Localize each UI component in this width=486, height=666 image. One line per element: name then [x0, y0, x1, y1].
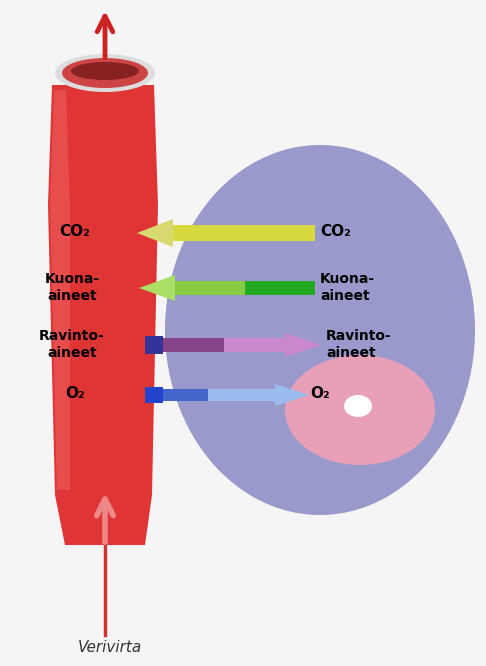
Bar	[175, 281, 245, 295]
Polygon shape	[50, 90, 70, 490]
FancyArrow shape	[137, 219, 173, 247]
Bar	[208, 389, 275, 401]
Polygon shape	[48, 85, 158, 545]
Ellipse shape	[344, 395, 372, 417]
Bar	[173, 225, 315, 241]
Text: aineet: aineet	[326, 346, 376, 360]
Text: O₂: O₂	[65, 386, 85, 402]
Ellipse shape	[62, 58, 148, 88]
Ellipse shape	[165, 145, 475, 515]
Ellipse shape	[71, 62, 139, 80]
Text: CO₂: CO₂	[320, 224, 351, 240]
Bar	[145, 387, 163, 403]
Ellipse shape	[55, 54, 155, 92]
Text: aineet: aineet	[47, 346, 97, 360]
Text: O₂: O₂	[310, 386, 330, 402]
Bar	[163, 338, 224, 352]
Text: Verivirta: Verivirta	[78, 641, 142, 655]
FancyArrow shape	[275, 384, 309, 406]
Text: aineet: aineet	[320, 289, 370, 303]
Text: Kuona-: Kuona-	[44, 272, 100, 286]
FancyArrow shape	[285, 333, 321, 357]
Bar	[163, 389, 208, 401]
Text: CO₂: CO₂	[60, 224, 90, 240]
Text: Kuona-: Kuona-	[320, 272, 375, 286]
Text: Ravinto-: Ravinto-	[39, 329, 105, 343]
Ellipse shape	[285, 355, 435, 465]
Text: Ravinto-: Ravinto-	[326, 329, 392, 343]
FancyArrow shape	[139, 275, 175, 301]
Bar	[145, 336, 163, 354]
Text: aineet: aineet	[47, 289, 97, 303]
Bar	[245, 281, 315, 295]
Bar	[224, 338, 285, 352]
